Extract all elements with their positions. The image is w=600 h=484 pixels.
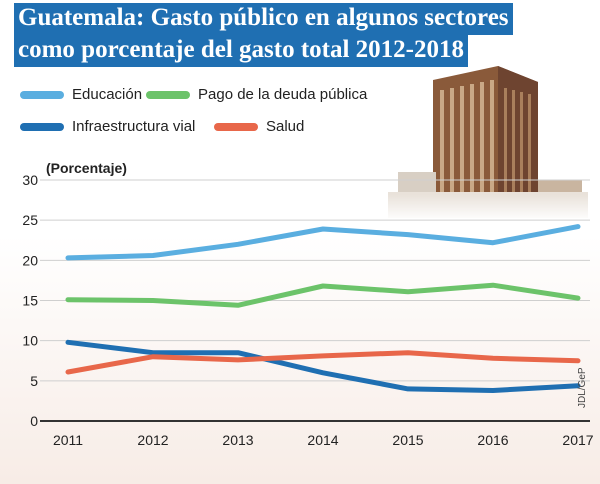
y-tick-label-5: 5 (30, 373, 38, 389)
legend-label-infraestructura: Infraestructura vial (72, 118, 196, 135)
series-line-pago-de-la-deuda-publica (65, 282, 581, 308)
x-tick-label-2017: 2017 (562, 432, 593, 448)
legend-label-deuda: Pago de la deuda pública (198, 86, 368, 103)
y-tick-label-0: 0 (30, 413, 38, 429)
x-tick-label-2012: 2012 (137, 432, 168, 448)
legend-swatch-deuda (146, 90, 190, 99)
x-tick-label-2016: 2016 (477, 432, 508, 448)
credit-text: JDL/GeP (577, 367, 588, 408)
y-tick-label-15: 15 (22, 293, 38, 309)
legend-swatch-infraestructura (20, 122, 64, 131)
legend-item-educacion: Educación (20, 86, 142, 103)
legend-item-infraestructura: Infraestructura vial (20, 118, 195, 135)
y-tick-label-20: 20 (22, 252, 38, 268)
y-tick-label-25: 25 (22, 212, 38, 228)
chart-title-line-1: Guatemala: Gasto público en algunos sect… (14, 3, 513, 35)
y-axis-label: (Porcentaje) (46, 160, 127, 176)
y-tick-label-10: 10 (22, 333, 38, 349)
building-photo (388, 62, 588, 218)
legend-swatch-salud (214, 122, 258, 131)
series-line-educacion (65, 224, 581, 261)
x-tick-label-2013: 2013 (222, 432, 253, 448)
series-line-infraestructura-vial (65, 339, 581, 393)
legend-swatch-educacion (20, 90, 64, 99)
legend-label-salud: Salud (266, 118, 305, 135)
header: Guatemala: Gasto público en algunos sect… (0, 0, 600, 70)
y-tick-label-30: 30 (22, 172, 38, 188)
x-tick-label-2015: 2015 (392, 432, 423, 448)
legend-label-educacion: Educación (72, 86, 143, 103)
chart-title-line-2: como porcentaje del gasto total 2012-201… (14, 35, 468, 67)
legend-item-salud: Salud (214, 118, 304, 135)
x-tick-label-2014: 2014 (307, 432, 338, 448)
legend-item-deuda: Pago de la deuda pública (146, 86, 367, 103)
x-tick-label-2011: 2011 (53, 432, 83, 448)
legend: Educación Pago de la deuda pública Infra… (20, 82, 400, 142)
series-line-salud (65, 350, 581, 375)
